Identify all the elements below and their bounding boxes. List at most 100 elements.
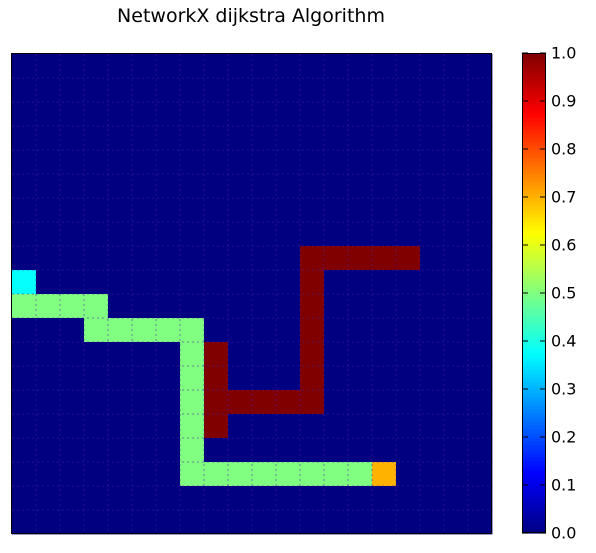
colorbar-segment <box>522 265 546 270</box>
colorbar-segment <box>522 161 546 166</box>
heatmap-cell <box>12 126 37 151</box>
colorbar-tick-label: 0.8 <box>551 140 576 159</box>
colorbar-segment <box>522 413 546 418</box>
heatmap-cell <box>108 486 133 511</box>
heatmap-cell <box>156 246 181 271</box>
heatmap-cell <box>324 222 349 247</box>
heatmap-cell <box>300 174 325 199</box>
heatmap-cell <box>60 102 85 127</box>
heatmap-cell <box>276 174 301 199</box>
heatmap-cell <box>36 150 61 175</box>
heatmap-cell <box>276 54 301 79</box>
heatmap-cell <box>300 222 325 247</box>
heatmap-cell <box>348 390 373 415</box>
colorbar-segment <box>522 381 546 386</box>
heatmap-cell <box>36 246 61 271</box>
heatmap-cell <box>420 462 445 487</box>
heatmap-cell <box>324 390 349 415</box>
colorbar-segment <box>522 405 546 410</box>
heatmap-cell <box>108 318 133 343</box>
colorbar-segment <box>522 237 546 242</box>
heatmap-cell <box>36 174 61 199</box>
heatmap-cell <box>348 294 373 319</box>
heatmap-cell <box>12 102 37 127</box>
heatmap-cell <box>180 270 205 295</box>
heatmap-cell <box>132 174 157 199</box>
colorbar-segment <box>522 185 546 190</box>
heatmap-cell <box>444 102 469 127</box>
heatmap-cell <box>204 270 229 295</box>
heatmap-cell <box>156 462 181 487</box>
heatmap-cell <box>60 510 85 535</box>
heatmap-cell <box>204 78 229 103</box>
heatmap-cell <box>132 342 157 367</box>
colorbar-segment <box>522 289 546 294</box>
heatmap-cell <box>228 54 253 79</box>
colorbar-tick-label: 0.9 <box>551 92 576 111</box>
heatmap-cell <box>252 342 277 367</box>
heatmap-cell <box>84 222 109 247</box>
heatmap-cell <box>276 462 301 487</box>
heatmap-cell <box>12 366 37 391</box>
heatmap-cell <box>60 366 85 391</box>
heatmap-cell <box>252 198 277 223</box>
heatmap-cell <box>180 78 205 103</box>
heatmap-cell <box>324 342 349 367</box>
heatmap-cell <box>204 318 229 343</box>
colorbar-segment <box>522 77 546 82</box>
heatmap-cell <box>108 150 133 175</box>
grid-lines <box>12 54 492 534</box>
heatmap-cell <box>420 438 445 463</box>
heatmap-cell <box>84 246 109 271</box>
colorbar-segment <box>522 509 546 514</box>
heatmap-cell <box>252 414 277 439</box>
heatmap-cell <box>132 126 157 151</box>
heatmap-cell <box>36 102 61 127</box>
heatmap-cell <box>228 462 253 487</box>
colorbar-segment <box>522 181 546 186</box>
heatmap-cell <box>348 438 373 463</box>
heatmap-cell <box>468 318 493 343</box>
heatmap-cell <box>60 78 85 103</box>
heatmap-cell <box>108 462 133 487</box>
heatmap-cell <box>180 150 205 175</box>
heatmap-cell <box>132 510 157 535</box>
colorbar-segment <box>522 141 546 146</box>
heatmap-cell <box>468 390 493 415</box>
heatmap-cell <box>468 150 493 175</box>
heatmap-cell <box>324 462 349 487</box>
heatmap-cell <box>60 342 85 367</box>
heatmap-cell <box>132 390 157 415</box>
heatmap-cell <box>276 342 301 367</box>
heatmap-cell <box>420 246 445 271</box>
colorbar-tick-label: 0.7 <box>551 188 576 207</box>
heatmap-cell <box>84 270 109 295</box>
heatmap-cell <box>396 462 421 487</box>
heatmap-cell <box>84 150 109 175</box>
heatmap-cell <box>204 390 229 415</box>
colorbar-segment <box>522 109 546 114</box>
heatmap-cell <box>180 102 205 127</box>
heatmap-cell <box>276 318 301 343</box>
heatmap-cell <box>444 54 469 79</box>
heatmap-cell <box>156 126 181 151</box>
heatmap-cell <box>204 486 229 511</box>
colorbar-segment <box>522 137 546 142</box>
heatmap-cell <box>204 438 229 463</box>
heatmap-cell <box>108 438 133 463</box>
heatmap-cell <box>132 462 157 487</box>
heatmap-cell <box>372 342 397 367</box>
heatmap-cell <box>396 438 421 463</box>
heatmap-cell <box>36 270 61 295</box>
colorbar-segment <box>522 329 546 334</box>
heatmap-cell <box>396 366 421 391</box>
heatmap-cell <box>420 78 445 103</box>
heatmap-cell <box>252 126 277 151</box>
colorbar-segment <box>522 193 546 198</box>
heatmap-cell <box>228 414 253 439</box>
heatmap-cell <box>12 174 37 199</box>
heatmap-cell <box>12 486 37 511</box>
heatmap-cell <box>468 198 493 223</box>
heatmap-cell <box>108 342 133 367</box>
colorbar-segment <box>522 457 546 462</box>
